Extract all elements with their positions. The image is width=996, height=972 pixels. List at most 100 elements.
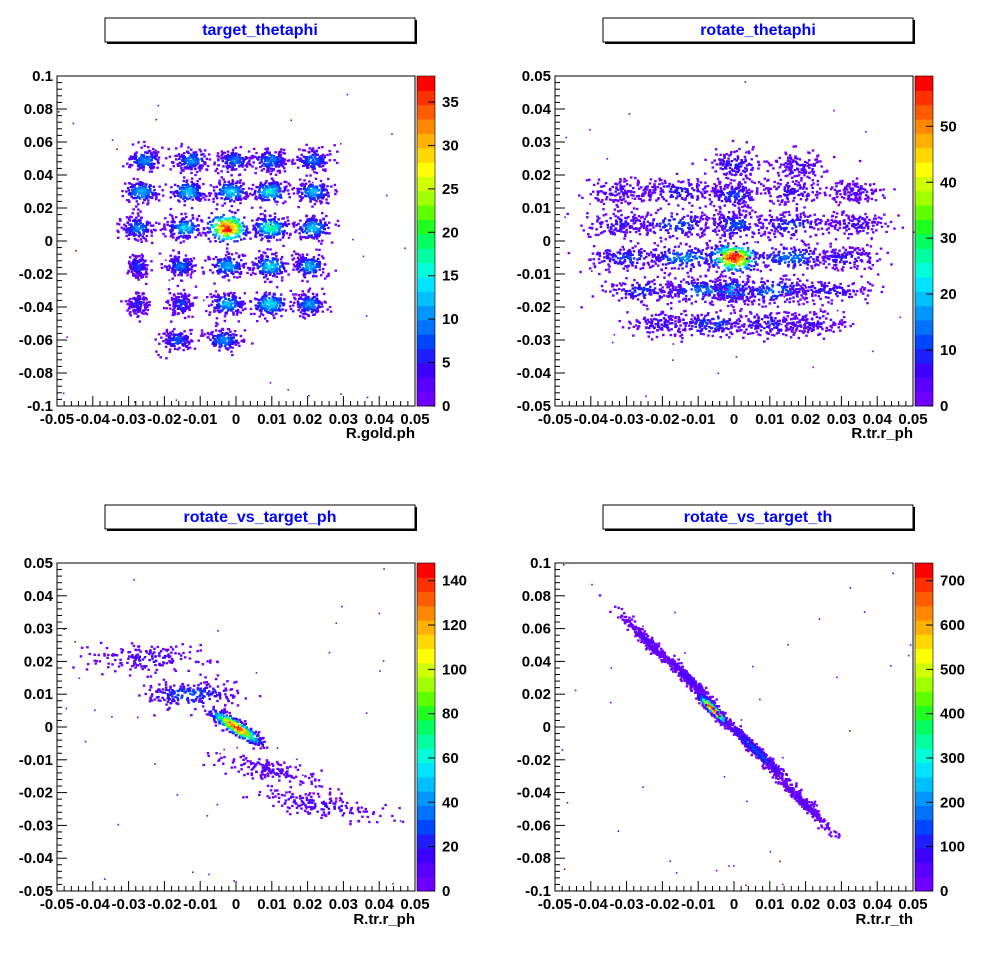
heatmap-cell: [318, 155, 322, 158]
heatmap-cell: [127, 307, 131, 310]
heatmap-cell: [182, 231, 186, 235]
heatmap-cell: [186, 162, 190, 166]
heatmap-cell: [129, 300, 132, 304]
heatmap-cell: [189, 329, 192, 332]
heatmap-cell: [228, 216, 231, 220]
heatmap-cell: [202, 152, 205, 156]
heatmap-cell: [222, 224, 226, 228]
heatmap-cell: [633, 197, 637, 200]
heatmap-cell: [302, 258, 305, 261]
heatmap-cell: [190, 304, 194, 307]
heatmap-cell: [263, 218, 266, 222]
heatmap-cell: [311, 222, 315, 225]
heatmap-cell: [134, 196, 138, 200]
heatmap-cell: [315, 149, 318, 152]
heatmap-cell: [270, 262, 274, 265]
heatmap-cell: [793, 169, 797, 172]
heatmap-cell: [275, 260, 279, 263]
heatmap-cell: [216, 203, 219, 206]
heatmap-cell: [225, 183, 229, 187]
heatmap-cell: [294, 265, 298, 268]
heatmap-cell: [162, 340, 165, 343]
heatmap-cell: [296, 263, 299, 267]
heatmap-cell: [309, 198, 312, 201]
heatmap-cell: [223, 151, 226, 154]
heatmap-cell: [170, 333, 173, 336]
heatmap-cell: [275, 263, 278, 266]
heatmap-cell: [196, 224, 200, 227]
heatmap-cell: [145, 298, 148, 301]
heatmap-cell: [701, 193, 704, 196]
heatmap-cell: [221, 332, 224, 335]
heatmap-cell: [730, 168, 734, 171]
heatmap-cell: [116, 229, 119, 232]
heatmap-cell: [176, 224, 180, 227]
heatmap-cell: [236, 311, 239, 314]
heatmap-cell: [141, 194, 145, 197]
heatmap-cell: [718, 205, 722, 209]
heatmap-cell: [189, 187, 192, 190]
heatmap-cell: [185, 302, 188, 305]
heatmap-cell: [266, 258, 270, 261]
heatmap-cell: [333, 144, 336, 147]
heatmap-cell: [214, 240, 217, 243]
heatmap-cell: [251, 268, 255, 272]
heatmap-cell: [174, 216, 178, 219]
heatmap-cell: [267, 157, 270, 161]
heatmap-cell: [318, 262, 322, 265]
heatmap-cell: [155, 350, 158, 353]
heatmap-cell: [145, 234, 149, 238]
heatmap-cell: [165, 357, 168, 360]
heatmap-cell: [126, 309, 129, 312]
heatmap-cell: [795, 167, 799, 170]
heatmap-cell: [282, 148, 286, 152]
heatmap-cell: [225, 230, 229, 233]
heatmap-cell: [126, 221, 129, 224]
heatmap-cell: [709, 203, 712, 206]
heatmap-cell: [656, 185, 659, 189]
heatmap-cell: [209, 293, 212, 296]
heatmap-cell: [185, 341, 188, 344]
heatmap-cell: [699, 191, 703, 194]
heatmap-cell: [227, 341, 231, 344]
heatmap-cell: [277, 302, 281, 305]
heatmap-cell: [327, 274, 330, 277]
heatmap-cell: [227, 306, 230, 309]
heatmap-cell: [231, 295, 234, 299]
heatmap-cell: [295, 268, 299, 271]
heatmap-cell: [231, 342, 235, 346]
heatmap-cell: [173, 221, 176, 224]
heatmap-cell: [275, 238, 279, 242]
color-bar-tick-label: 15: [442, 268, 459, 285]
heatmap-cell: [188, 194, 191, 197]
heatmap-cell: [128, 200, 131, 203]
heatmap-cell: [231, 272, 235, 276]
heatmap-cell: [749, 172, 752, 175]
heatmap-cell: [136, 300, 140, 304]
heatmap-cell: [300, 191, 304, 194]
heatmap-cell: [164, 345, 168, 348]
heatmap-cell: [304, 312, 308, 316]
heatmap-cell: [135, 190, 138, 193]
heatmap-cell: [632, 194, 635, 197]
heatmap-cell: [621, 187, 625, 190]
heatmap-cell: [307, 157, 311, 161]
heatmap-cell: [230, 338, 233, 341]
heatmap-cell: [603, 192, 607, 196]
heatmap-cell: [198, 169, 202, 172]
heatmap-cell: [237, 256, 241, 259]
heatmap-cell: [193, 154, 196, 157]
heatmap-cell: [321, 239, 324, 242]
heatmap-cell: [252, 161, 255, 164]
heatmap-cell: [137, 271, 141, 275]
heatmap-cell: [315, 200, 318, 203]
heatmap-cell: [262, 162, 265, 165]
heatmap-cell: [276, 227, 280, 230]
heatmap-cell: [315, 162, 319, 166]
heatmap-cell: [613, 208, 617, 211]
heatmap-cell: [213, 310, 216, 313]
heatmap-cell: [159, 356, 162, 359]
y-tick-label: -0.04: [19, 299, 54, 316]
heatmap-cell: [269, 304, 273, 307]
heatmap-cell: [219, 267, 223, 270]
